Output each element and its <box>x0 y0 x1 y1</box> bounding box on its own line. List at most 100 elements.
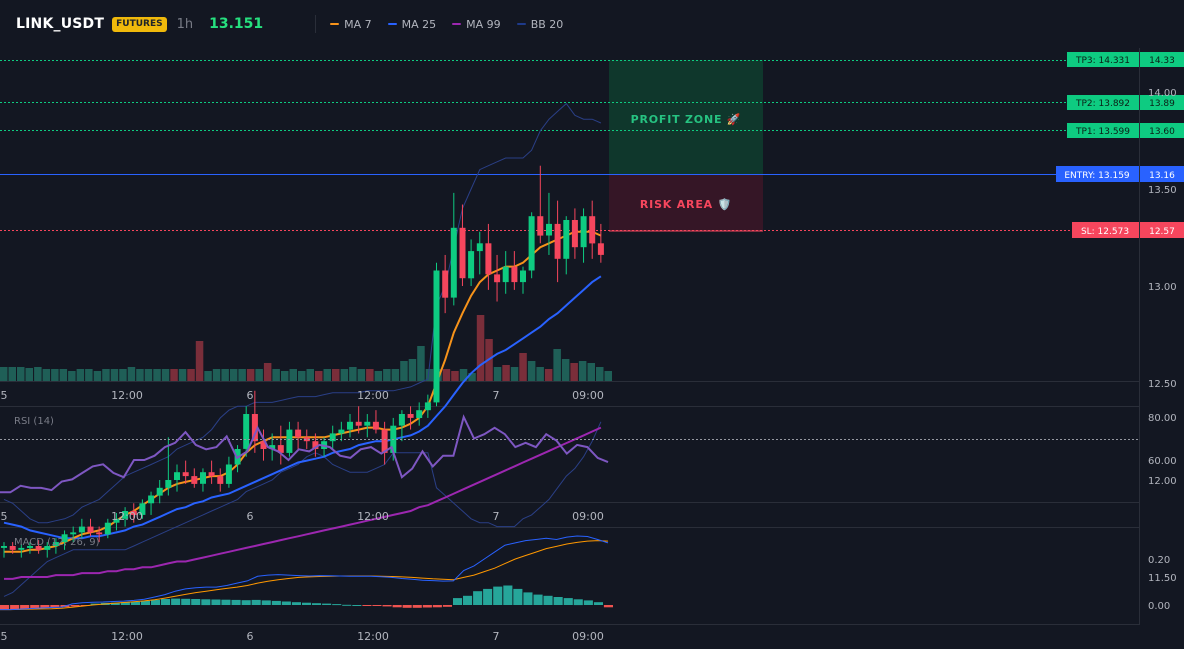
time-tick-label: 09:00 <box>572 389 604 402</box>
indicator-legend: MA 7 MA 25 MA 99 BB 20 <box>330 18 579 31</box>
time-tick-label: 12:00 <box>357 389 389 402</box>
time-tick-label: 12:00 <box>357 510 389 523</box>
macd-hist-bar <box>302 602 312 605</box>
time-tick-label: 12:00 <box>111 630 143 643</box>
volume-bar <box>544 369 553 381</box>
legend-item-ma7[interactable]: MA 7 <box>330 18 372 31</box>
volume-bar <box>417 346 425 381</box>
time-tick-label: 7 <box>493 510 500 523</box>
time-tick-label: 5 <box>1 630 8 643</box>
candle-body <box>355 421 362 426</box>
candle-body <box>260 441 267 449</box>
time-axis-macd[interactable]: 5 12:00 6 12:00 7 09:00 <box>1 630 604 643</box>
candle-body <box>329 433 336 442</box>
candle-body <box>113 518 120 523</box>
volume-bar <box>0 367 8 381</box>
macd-hist-bar <box>382 605 392 607</box>
bollinger-bands <box>3 102 602 597</box>
time-tick-label: 12:00 <box>111 389 143 402</box>
macd-hist-bar <box>372 605 382 606</box>
volume-bar <box>527 361 536 381</box>
macd-hist-bar <box>543 595 553 605</box>
candle-body <box>502 266 509 283</box>
timeframe-label[interactable]: 1h <box>176 16 194 32</box>
macd-hist-bar <box>271 600 281 605</box>
last-price: 13.151 <box>209 16 264 32</box>
volume-bar <box>510 367 519 381</box>
candle-body <box>35 546 42 550</box>
candle-body <box>442 270 449 298</box>
tp2-tag[interactable]: TP2: 13.892 <box>1067 95 1139 110</box>
candle-body <box>1 546 7 548</box>
time-axis-rsi[interactable]: 5 12:00 6 12:00 7 09:00 <box>1 510 604 523</box>
legend-item-bb20[interactable]: BB 20 <box>516 18 563 31</box>
candle-body <box>476 243 483 252</box>
time-tick-label: 12:00 <box>111 510 143 523</box>
candle-body <box>407 414 414 418</box>
macd-hist-bar <box>161 599 171 605</box>
volume-bar <box>493 367 502 381</box>
symbol-name[interactable]: LINK_USDT <box>16 16 105 32</box>
volume-bar <box>306 369 314 381</box>
legend-item-ma99[interactable]: MA 99 <box>452 18 501 31</box>
volume-bar <box>578 361 587 381</box>
macd-hist-bar <box>533 594 543 605</box>
volume-bar <box>349 367 357 381</box>
tp3-tag-label: TP3: 14.331 <box>1075 56 1130 66</box>
time-tick-label: 09:00 <box>572 510 604 523</box>
macd-hist-bar <box>140 600 150 605</box>
legend-item-ma25[interactable]: MA 25 <box>387 17 437 31</box>
volume-bar <box>357 369 366 381</box>
candle-body <box>174 472 180 480</box>
volume-bar <box>187 369 195 381</box>
volume-bar <box>502 365 510 381</box>
volume-bar <box>246 369 255 381</box>
macd-hist-bar <box>523 592 533 605</box>
candle-body <box>225 464 232 484</box>
macd-hist-bar <box>473 591 483 605</box>
rsi-line <box>0 414 609 494</box>
legend-label: MA 25 <box>401 17 437 31</box>
tp3-tag[interactable]: TP3: 14.331 <box>1067 52 1139 67</box>
macd-hist-bar <box>322 603 332 605</box>
macd-axis[interactable]: 0.20 0.00 <box>1148 555 1170 612</box>
volume-bar <box>263 363 272 381</box>
price-axis[interactable]: 14.00 13.50 13.00 12.50 12.00 11.50 <box>1148 88 1177 584</box>
time-axis-main[interactable]: 5 12:00 6 12:00 7 09:00 <box>1 389 604 402</box>
ma7-line <box>4 230 602 553</box>
moving-averages <box>3 230 602 580</box>
candle-body <box>78 526 85 533</box>
price-tick-label: 12.50 <box>1148 379 1177 390</box>
volume-bar <box>315 371 323 381</box>
time-tick-label: 5 <box>1 389 8 402</box>
sl-tag-label: SL: 12.573 <box>1081 227 1129 237</box>
candle-body <box>148 495 155 504</box>
entry-tag[interactable]: ENTRY: 13.159 <box>1056 166 1139 182</box>
macd-hist-bar <box>10 605 20 610</box>
candle-body <box>347 421 353 430</box>
rsi-axis[interactable]: 80.00 60.00 <box>1148 413 1177 467</box>
volume-bar <box>34 367 42 381</box>
macd-hist-bar <box>593 602 603 605</box>
volume-bar <box>383 369 391 381</box>
candle-body <box>70 532 77 535</box>
macd-hist-bar <box>291 602 301 605</box>
rsi-tick-label: 60.00 <box>1148 456 1177 467</box>
volume-bar <box>425 369 434 381</box>
sl-tag[interactable]: SL: 12.573 <box>1072 222 1139 238</box>
macd-hist-bar <box>392 605 402 608</box>
tp1-tag-label: TP1: 13.599 <box>1075 127 1130 137</box>
tp1-tag[interactable]: TP1: 13.599 <box>1067 123 1139 138</box>
volume-bar <box>323 369 331 381</box>
risk-zone <box>609 174 763 231</box>
macd-hist-bar <box>130 601 140 605</box>
candle-body <box>580 216 587 248</box>
sl-tag-bg <box>1072 222 1139 238</box>
volume-bar <box>85 369 93 381</box>
macd-hist-bar <box>573 599 583 606</box>
candle-body <box>208 472 215 477</box>
ma99-line <box>4 426 602 580</box>
candle-body <box>312 441 319 449</box>
volume-bar <box>8 367 16 381</box>
